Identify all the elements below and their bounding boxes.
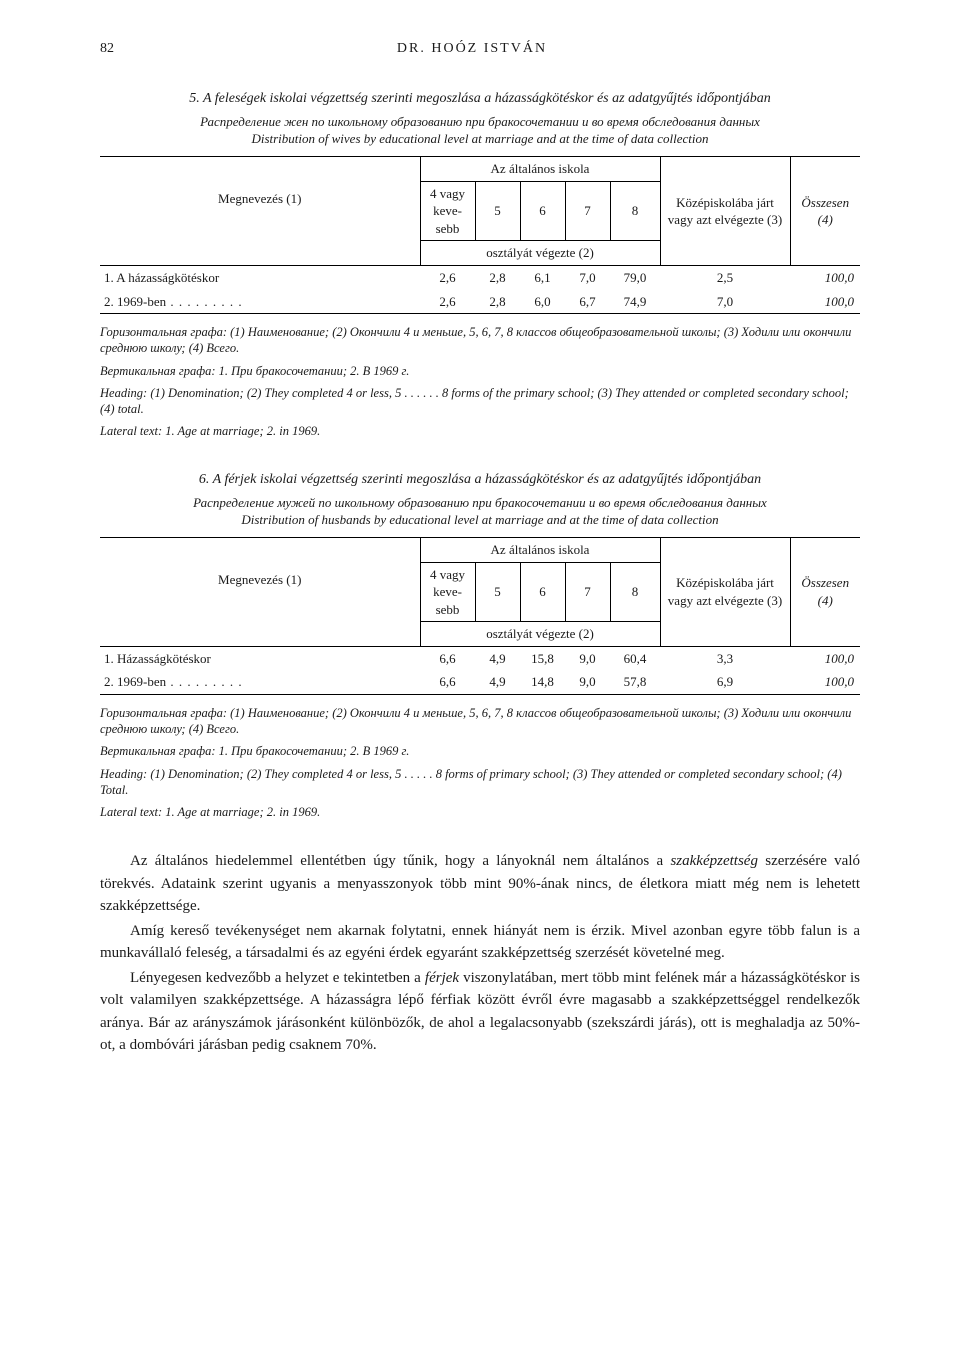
col-7: 7 [565,181,610,241]
col-group: Az általános iskola [420,157,660,182]
table6-title: 6. A férjek iskolai végzettség szerinti … [100,470,860,490]
table5-notes: Горизонтальная графа: (1) Наименование; … [100,324,860,440]
col-kozep: Középiskolába járt vagy azt elvégezte (3… [660,157,790,266]
col-group: Az általános iskola [420,537,660,562]
table-row: 1. Házasságkötéskor [100,646,420,670]
notes-ru1: Горизонтальная графа: (1) Наименование; … [100,324,860,357]
table5: Megnevezés (1) Az általános iskola Közép… [100,156,860,314]
paragraph-2: Amíg kereső tevékenységet nem akarnak fo… [100,920,860,965]
paragraph-3: Lényegesen kedvezőbb a helyzet e tekinte… [100,967,860,1057]
notes-ru2: Вертикальная графа: 1. При бракосочетани… [100,363,860,379]
col-6: 6 [520,181,565,241]
table-row: 2. 1969-ben [100,290,420,314]
notes-en2: Lateral text: 1. Age at marriage; 2. in … [100,423,860,439]
paragraph-1: Az általános hiedelemmel ellentétben úgy… [100,850,860,918]
col-5: 5 [475,562,520,622]
col-6: 6 [520,562,565,622]
notes-ru1: Горизонтальная графа: (1) Наименование; … [100,705,860,738]
col-megnevezes: Megnevezés (1) [100,157,420,241]
col-total: Összesen (4) [790,157,860,266]
notes-en1: Heading: (1) Denomination; (2) They comp… [100,385,860,418]
notes-en1: Heading: (1) Denomination; (2) They comp… [100,766,860,799]
col-8: 8 [610,181,660,241]
col-5: 5 [475,181,520,241]
table5-subtitle-en: Distribution of wives by educational lev… [100,131,860,148]
col-megnevezes: Megnevezés (1) [100,537,420,621]
table6-subtitle-en: Distribution of husbands by educational … [100,512,860,529]
col-kozep: Középiskolába járt vagy azt elvégezte (3… [660,537,790,646]
notes-ru2: Вертикальная графа: 1. При бракосочетани… [100,743,860,759]
table5-subtitle-ru: Распределение жен по школьному образован… [100,114,860,131]
col-total: Összesen (4) [790,537,860,646]
table6-subtitle-ru: Распределение мужей по школьному образов… [100,495,860,512]
col-8: 8 [610,562,660,622]
table-row: 2. 1969-ben [100,670,420,694]
col-4: 4 vagy keve-sebb [420,562,475,622]
author-name: DR. HOÓZ ISTVÁN [114,40,830,59]
table6: Megnevezés (1) Az általános iskola Közép… [100,537,860,695]
col-7: 7 [565,562,610,622]
body-text: Az általános hiedelemmel ellentétben úgy… [100,850,860,1057]
col-4: 4 vagy keve-sebb [420,181,475,241]
table6-notes: Горизонтальная графа: (1) Наименование; … [100,705,860,821]
page-number: 82 [100,40,114,59]
subhead: osztályát végezte (2) [420,622,660,647]
notes-en2: Lateral text: 1. Age at marriage; 2. in … [100,804,860,820]
table5-title: 5. A feleségek iskolai végzettség szerin… [100,89,860,109]
subhead: osztályát végezte (2) [420,241,660,266]
table-row: 1. A házasságkötéskor [100,266,420,290]
page-header: 82 DR. HOÓZ ISTVÁN [100,40,860,59]
